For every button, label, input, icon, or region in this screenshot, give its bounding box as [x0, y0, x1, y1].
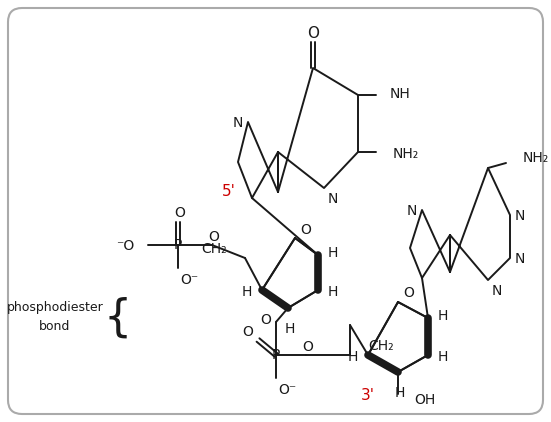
- Text: CH₂: CH₂: [368, 339, 393, 353]
- Text: H: H: [328, 246, 338, 260]
- Text: O: O: [302, 340, 314, 354]
- Text: NH: NH: [390, 87, 410, 101]
- Text: N: N: [515, 252, 525, 266]
- Text: NH₂: NH₂: [523, 151, 549, 165]
- Text: NH₂: NH₂: [393, 147, 419, 161]
- Text: P: P: [174, 238, 182, 252]
- Text: O: O: [175, 206, 186, 220]
- Text: H: H: [328, 285, 338, 299]
- Text: O: O: [300, 223, 311, 237]
- Text: P: P: [272, 348, 280, 362]
- Text: {: {: [104, 297, 132, 340]
- Text: O⁻: O⁻: [180, 273, 198, 287]
- Text: H: H: [438, 309, 449, 323]
- Text: H: H: [438, 350, 449, 364]
- Text: N: N: [407, 204, 417, 218]
- Text: N: N: [328, 192, 338, 206]
- Text: H: H: [395, 386, 405, 400]
- Text: H: H: [348, 350, 358, 364]
- Text: phosphodiester: phosphodiester: [7, 301, 104, 314]
- Text: O⁻: O⁻: [278, 383, 296, 397]
- Text: OH: OH: [414, 393, 435, 407]
- Text: bond: bond: [39, 319, 71, 333]
- Text: N: N: [233, 116, 243, 130]
- Text: 5': 5': [222, 184, 236, 200]
- Text: N: N: [515, 209, 525, 223]
- Text: ⁻O: ⁻O: [116, 239, 134, 253]
- Text: O: O: [307, 27, 319, 41]
- Text: H: H: [285, 322, 295, 336]
- Text: O: O: [403, 286, 414, 300]
- Text: O: O: [242, 325, 253, 339]
- Text: H: H: [242, 285, 252, 299]
- Text: O: O: [260, 313, 271, 327]
- Text: N: N: [492, 284, 503, 298]
- Text: 3': 3': [361, 387, 375, 403]
- Text: CH₂: CH₂: [201, 242, 227, 256]
- Text: O: O: [209, 230, 219, 244]
